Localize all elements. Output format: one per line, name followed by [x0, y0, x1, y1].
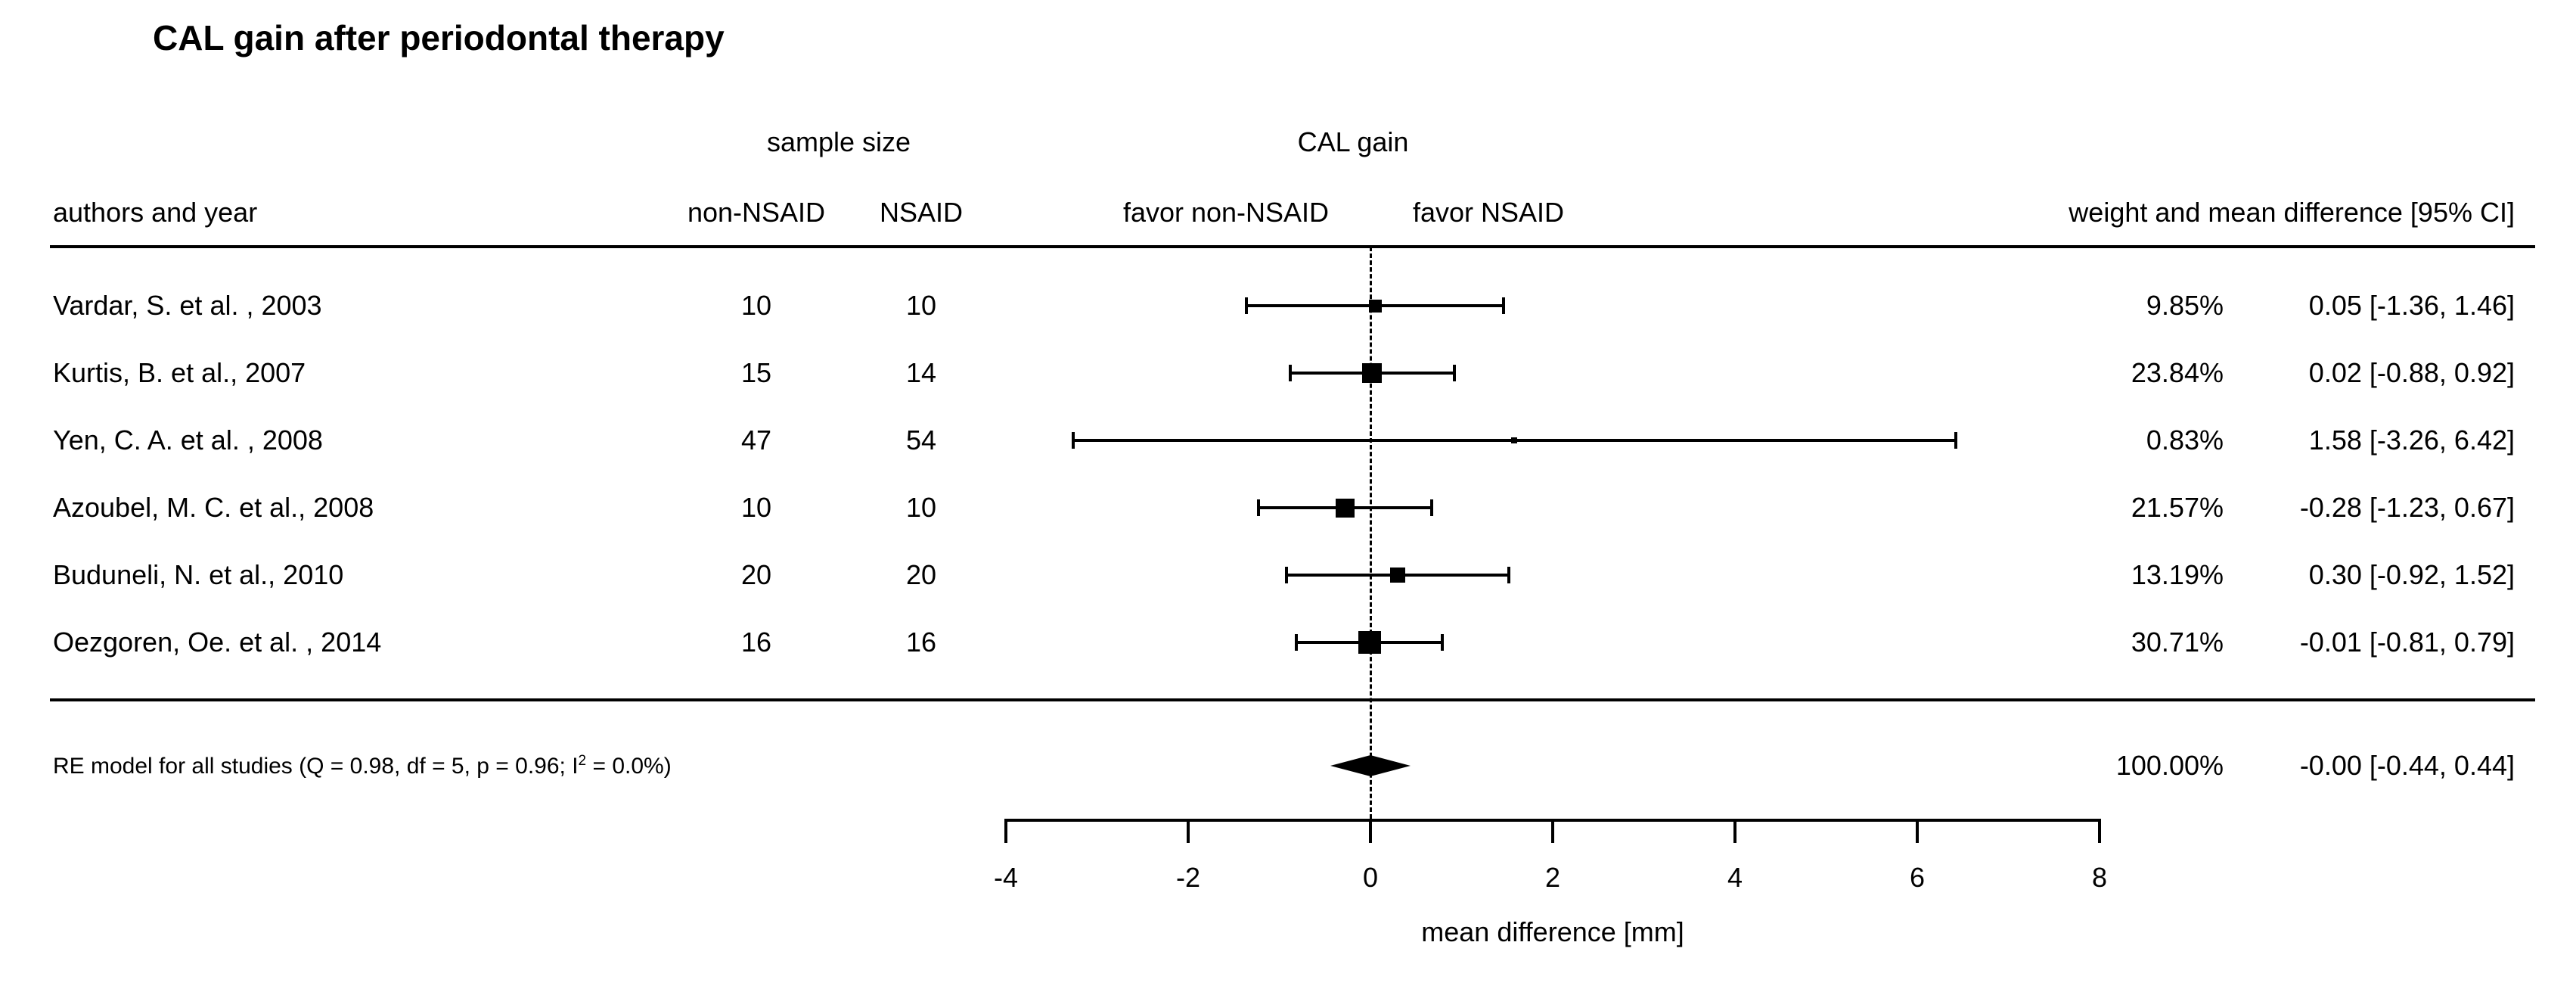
column-header-favor-non-nsaid: favor non-NSAID [1122, 197, 1330, 228]
ci-cap-left [1256, 499, 1260, 516]
study-n-nsaid: 14 [905, 357, 937, 388]
x-axis-tick-label: 4 [1727, 862, 1743, 893]
study-n-non-nsaid: 10 [740, 290, 772, 321]
study-n-nsaid: 20 [905, 559, 937, 590]
effect-square [1368, 299, 1382, 313]
ci-cap-right [1441, 634, 1445, 651]
header-rule [50, 245, 2535, 248]
study-n-nsaid: 16 [905, 627, 937, 658]
ci-cap-right [1507, 567, 1511, 583]
x-axis-label: mean difference [mm] [1421, 916, 1684, 947]
ci-cap-right [1954, 432, 1957, 449]
x-axis-tick-label: -2 [1175, 862, 1201, 893]
study-annotation: -0.28 [-1.23, 0.67] [2299, 492, 2515, 523]
summary-diamond [1330, 755, 1411, 776]
x-axis-tick [2098, 819, 2101, 843]
summary-annotation: -0.00 [-0.44, 0.44] [2299, 750, 2515, 781]
x-axis-tick-label: 6 [1909, 862, 1926, 893]
study-weight: 23.84% [2131, 357, 2224, 388]
study-n-non-nsaid: 16 [740, 627, 772, 658]
column-header-authors: authors and year [53, 197, 258, 228]
effect-square [1390, 568, 1406, 583]
study-annotation: 0.30 [-0.92, 1.52] [2308, 559, 2515, 590]
study-author: Yen, C. A. et al. , 2008 [53, 424, 323, 456]
ci-cap-left [1295, 634, 1299, 651]
x-axis-tick [1916, 819, 1919, 843]
study-n-non-nsaid: 20 [740, 559, 772, 590]
re-model-label: RE model for all studies (Q = 0.98, df =… [53, 754, 672, 778]
study-annotation: 0.02 [-0.88, 0.92] [2308, 357, 2515, 388]
study-weight: 13.19% [2131, 559, 2224, 590]
study-annotation: -0.01 [-0.81, 0.79] [2299, 627, 2515, 658]
column-header-favor-nsaid: favor NSAID [1412, 197, 1565, 228]
zero-reference-line [1369, 247, 1372, 819]
group-header-sample-size: sample size [766, 126, 911, 157]
effect-square [1358, 631, 1381, 654]
study-n-non-nsaid: 15 [740, 357, 772, 388]
ci-cap-right [1429, 499, 1433, 516]
effect-square [1335, 498, 1355, 518]
ci-cap-left [1072, 432, 1075, 449]
group-header-cal-gain: CAL gain [1297, 126, 1409, 157]
x-axis-tick [1187, 819, 1190, 843]
study-author: Kurtis, B. et al., 2007 [53, 357, 306, 388]
study-n-non-nsaid: 47 [740, 424, 772, 456]
column-header-nsaid: NSAID [879, 197, 964, 228]
study-author: Oezgoren, Oe. et al. , 2014 [53, 627, 382, 658]
x-axis-tick [1551, 819, 1554, 843]
x-axis-tick-label: 8 [2091, 862, 2108, 893]
effect-square [1511, 437, 1518, 443]
ci-cap-left [1245, 297, 1249, 314]
x-axis-tick-label: 2 [1544, 862, 1561, 893]
study-author: Vardar, S. et al. , 2003 [53, 290, 322, 321]
study-weight: 9.85% [2146, 290, 2224, 321]
x-axis-tick-label: 0 [1362, 862, 1379, 893]
effect-square [1362, 363, 1383, 383]
summary-rule [50, 698, 2535, 701]
re-model-label-prefix: RE model for all studies (Q = 0.98, df =… [53, 754, 579, 779]
x-axis-tick [1004, 819, 1007, 843]
re-model-label-suffix: = 0.0%) [586, 754, 672, 779]
re-model-label-sup: 2 [578, 753, 587, 769]
study-author: Buduneli, N. et al., 2010 [53, 559, 344, 590]
summary-weight: 100.00% [2115, 750, 2224, 781]
study-weight: 30.71% [2131, 627, 2224, 658]
study-n-nsaid: 10 [905, 290, 937, 321]
study-weight: 0.83% [2146, 424, 2224, 456]
x-axis-tick-label: -4 [993, 862, 1019, 893]
ci-cap-left [1285, 567, 1289, 583]
x-axis-tick [1733, 819, 1736, 843]
study-author: Azoubel, M. C. et al., 2008 [53, 492, 374, 523]
ci-cap-right [1452, 365, 1456, 381]
column-header-weight-ci: weight and mean difference [95% CI] [2069, 197, 2515, 228]
ci-cap-left [1288, 365, 1292, 381]
column-header-non-nsaid: non-NSAID [687, 197, 826, 228]
study-n-nsaid: 10 [905, 492, 937, 523]
study-annotation: 1.58 [-3.26, 6.42] [2308, 424, 2515, 456]
x-axis-tick [1369, 819, 1372, 843]
study-weight: 21.57% [2131, 492, 2224, 523]
study-n-nsaid: 54 [905, 424, 937, 456]
study-annotation: 0.05 [-1.36, 1.46] [2308, 290, 2515, 321]
chart-title: CAL gain after periodontal therapy [153, 18, 725, 58]
study-n-non-nsaid: 10 [740, 492, 772, 523]
ci-cap-right [1501, 297, 1505, 314]
